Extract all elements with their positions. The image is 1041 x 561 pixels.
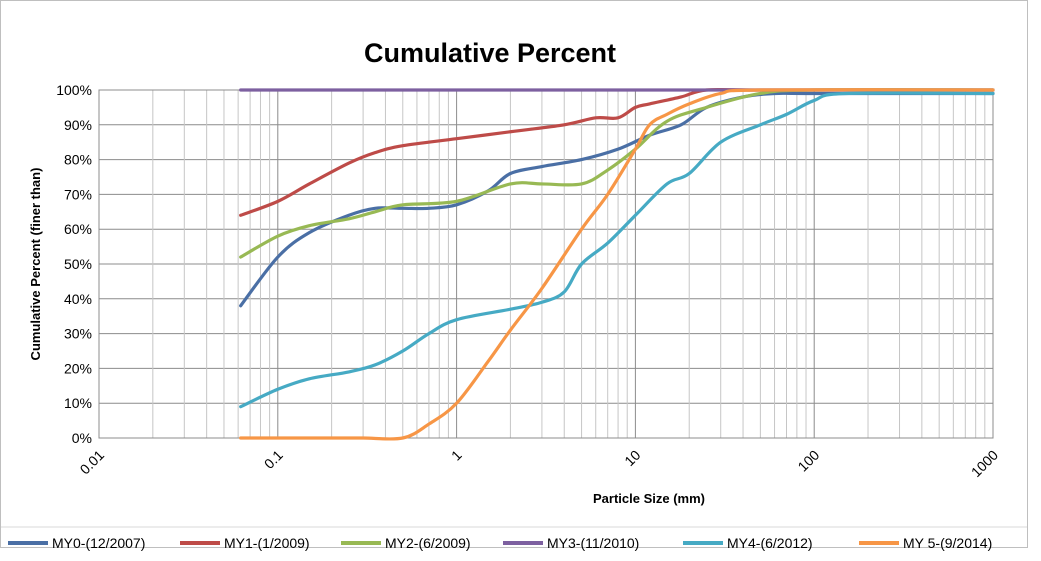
legend-item: MY4-(6/2012) [683, 535, 813, 551]
grid-lines [98, 89, 994, 439]
series-line-5 [239, 88, 995, 441]
y-axis-title: Cumulative Percent (finer than) [28, 168, 43, 361]
series-line-1 [239, 87, 995, 217]
legend: MY0-(12/2007) MY1-(1/2009) MY2-(6/2009) MY3… [1, 526, 1027, 551]
legend-label: MY2-(6/2009) [385, 535, 471, 551]
x-tick-label: 0.1 [261, 447, 286, 472]
legend-item: MY2-(6/2009) [341, 535, 471, 551]
x-tick-label: 100 [794, 447, 822, 475]
series-lines [239, 87, 995, 441]
y-axis-ticks: 0% 10% 20% 30% 40% 50% 60% 70% 80% 90% 100% [56, 82, 92, 446]
legend-label: MY4-(6/2012) [727, 535, 813, 551]
chart-border [0, 0, 1028, 548]
x-tick-label: 1000 [968, 447, 1001, 480]
legend-item: MY0-(12/2007) [8, 535, 145, 551]
y-tick-label: 90% [64, 117, 92, 133]
x-tick-label: 10 [621, 447, 643, 469]
y-tick-label: 30% [64, 326, 92, 342]
legend-label: MY 5-(9/2014) [903, 535, 992, 551]
x-axis-title: Particle Size (mm) [593, 491, 705, 506]
series-line-2 [239, 88, 995, 259]
legend-label: MY1-(1/2009) [224, 535, 310, 551]
y-tick-label: 100% [56, 82, 92, 98]
legend-label: MY0-(12/2007) [52, 535, 145, 551]
y-tick-label: 10% [64, 395, 92, 411]
y-tick-label: 80% [64, 152, 92, 168]
y-tick-label: 60% [64, 221, 92, 237]
legend-item: MY3-(11/2010) [503, 535, 639, 551]
y-tick-label: 40% [64, 291, 92, 307]
x-tick-label: 1 [448, 447, 465, 464]
y-tick-label: 20% [64, 360, 92, 376]
x-axis-ticks: 0.01 0.1 1 10 100 1000 [77, 447, 1002, 480]
chart-title: Cumulative Percent [364, 38, 616, 68]
y-tick-label: 70% [64, 186, 92, 202]
y-tick-label: 50% [64, 256, 92, 272]
legend-item: MY1-(1/2009) [180, 535, 310, 551]
x-tick-label: 0.01 [77, 447, 108, 478]
legend-item: MY 5-(9/2014) [859, 535, 992, 551]
legend-label: MY3-(11/2010) [547, 535, 639, 551]
y-tick-label: 0% [72, 430, 92, 446]
series-line-4 [239, 91, 995, 409]
